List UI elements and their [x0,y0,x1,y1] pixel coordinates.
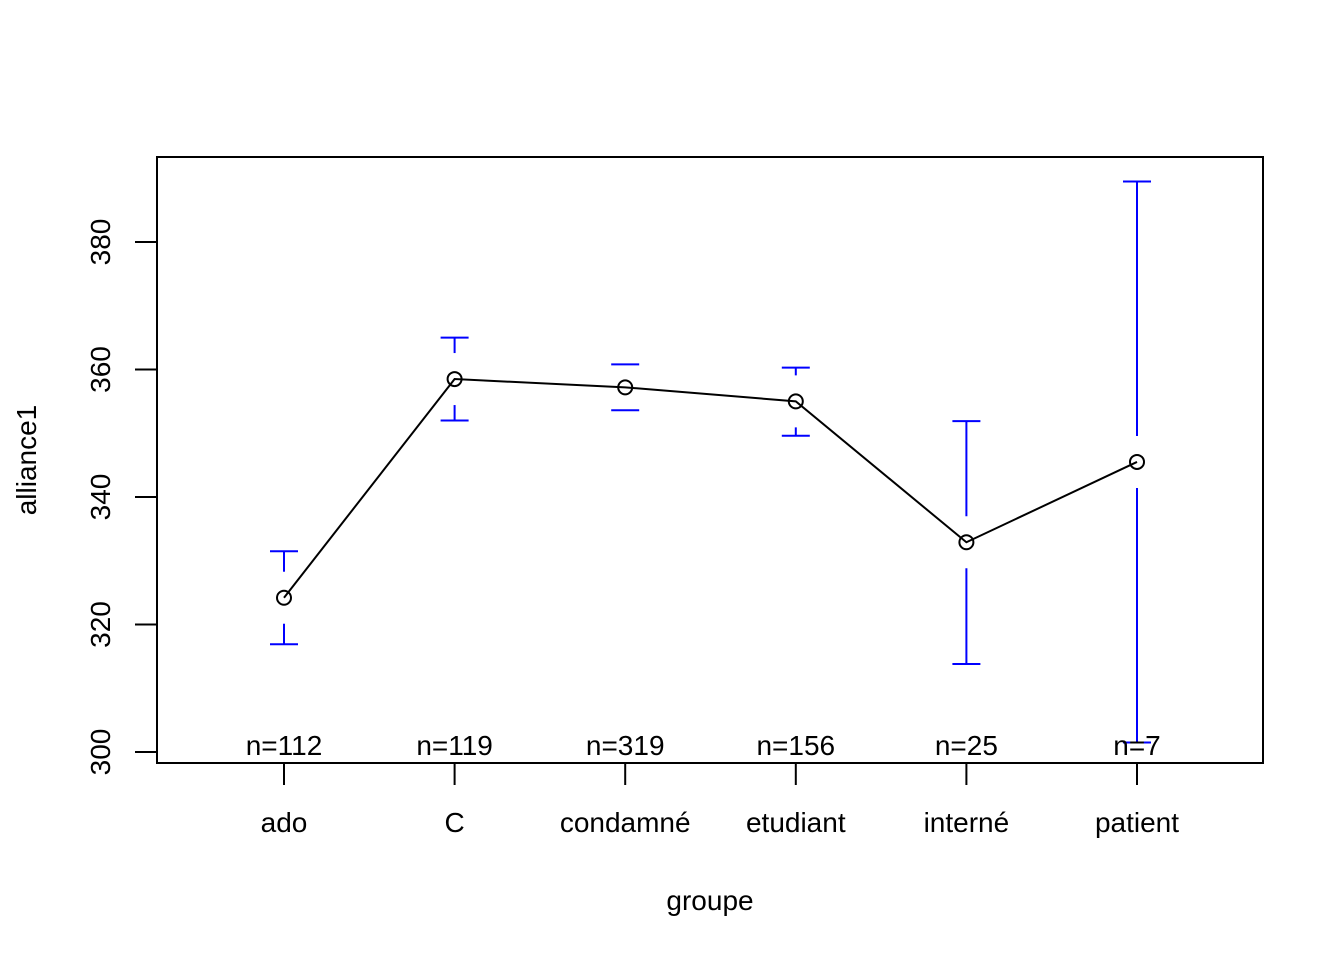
mean-line [283,378,1138,599]
error-bar-5 [1123,180,1151,744]
n-label-4: n=25 [935,730,998,761]
n-label-0: n=112 [246,730,323,761]
mean-point-5 [1129,453,1145,470]
y-axis-title: alliance1 [11,405,42,516]
x-tick-label-4: interné [924,807,1010,838]
mean-point-1 [446,371,463,388]
y-tick-label-1: 320 [85,601,116,648]
mean-line-series [276,371,1145,606]
error-bar-1 [440,336,469,422]
x-axis-title: groupe [666,885,753,916]
n-labels: n=112 n=119 n=319 n=156 n=25 n=7 [246,730,1161,761]
n-label-2: n=319 [586,730,665,761]
mean-point-2 [617,379,634,396]
x-tick-label-5: patient [1095,807,1179,838]
x-tick-label-2: condamné [560,807,691,838]
n-label-1: n=119 [416,730,493,761]
y-axis: 300 320 340 360 380 [85,219,158,776]
mean-point-0 [276,589,292,606]
n-label-5: n=7 [1113,730,1161,761]
error-bar-0 [270,550,298,646]
mean-point-3 [787,393,804,410]
mean-point-4 [958,534,975,551]
y-tick-label-2: 340 [85,474,116,521]
error-bar-4 [952,420,981,666]
x-tick-label-3: etudiant [746,807,846,838]
error-bar-3 [781,366,810,437]
error-bars [270,180,1151,744]
error-bar-2 [611,363,640,412]
y-tick-label-0: 300 [85,729,116,776]
x-tick-label-0: ado [261,807,308,838]
x-tick-label-1: C [444,807,464,838]
y-tick-label-4: 380 [85,219,116,266]
n-label-3: n=156 [756,730,835,761]
y-tick-label-3: 360 [85,346,116,393]
plot-frame [156,156,1264,764]
